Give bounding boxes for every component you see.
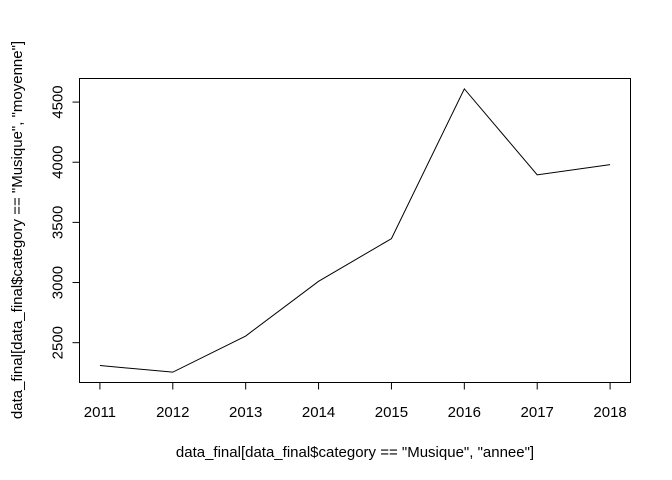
y-tick-label: 3500 [50,206,67,239]
x-tick-label: 2017 [521,404,554,421]
series-line [99,87,611,373]
x-tick-label: 2013 [229,404,262,421]
x-tick-label: 2011 [84,404,116,421]
x-axis: 2011 2012 2013 2014 2015 2016 2017 2018 [84,382,627,421]
x-tick-label: 2014 [302,404,335,421]
plot-box [79,78,631,383]
x-tick-label: 2012 [156,404,189,421]
x-tick-label: 2018 [593,404,626,421]
y-axis: 2500 3000 3500 4000 4500 [50,85,80,359]
y-tick-label: 2500 [50,326,67,359]
x-axis-title: data_final[data_final$category == "Musiq… [176,444,534,461]
x-tick-label: 2015 [375,404,408,421]
y-tick-label: 3000 [50,266,67,299]
y-axis-title: data_final[data_final$category == "Musiq… [9,41,26,419]
x-tick-label: 2016 [448,404,481,421]
series-layer [99,87,611,373]
y-tick-label: 4000 [50,146,67,179]
y-tick-label: 4500 [50,85,67,118]
